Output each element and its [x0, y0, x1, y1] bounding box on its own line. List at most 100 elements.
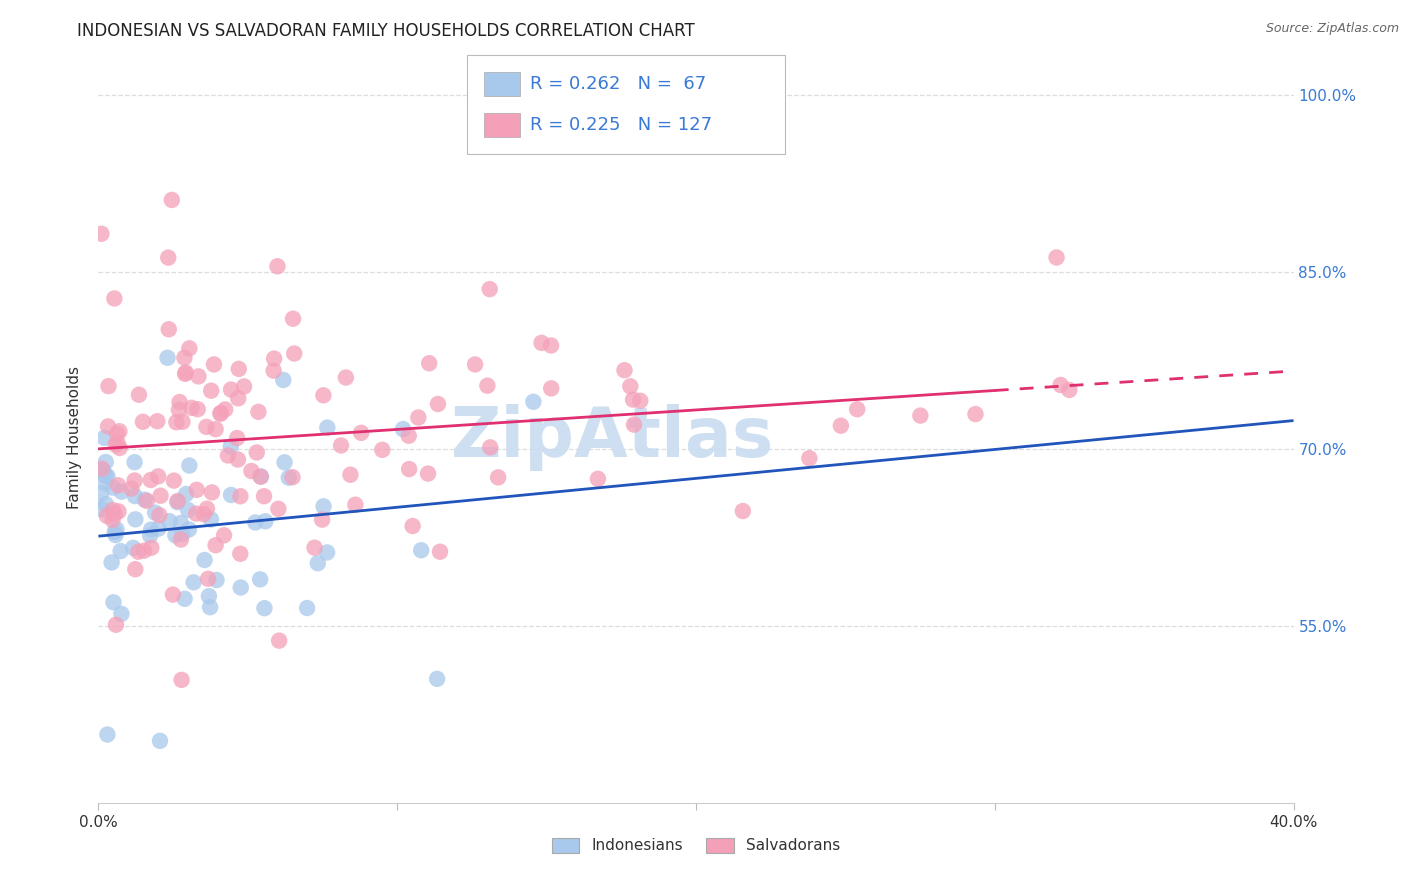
Point: [219, 488, 242, 502]
Legend: Indonesians, Salvadorans: Indonesians, Salvadorans: [546, 831, 846, 860]
Y-axis label: Family Households: Family Households: [67, 366, 83, 508]
Point: [266, 260, 288, 274]
Point: [540, 338, 562, 352]
Point: [100, 556, 122, 570]
Point: [104, 528, 127, 542]
Point: [226, 431, 249, 445]
Point: [619, 379, 641, 393]
Point: [621, 392, 644, 407]
Point: [281, 311, 304, 326]
Point: [312, 388, 335, 402]
Point: [226, 452, 249, 467]
Point: [173, 591, 195, 606]
Point: [101, 503, 124, 517]
Point: [110, 607, 132, 621]
Point: [799, 451, 821, 466]
Point: [132, 415, 155, 429]
Point: [134, 492, 156, 507]
Point: [228, 362, 250, 376]
Point: [586, 472, 609, 486]
Point: [245, 516, 267, 530]
Point: [229, 489, 252, 503]
Point: [108, 441, 131, 455]
Point: [253, 489, 276, 503]
Point: [1059, 383, 1081, 397]
Point: [179, 458, 201, 473]
Point: [246, 445, 269, 459]
Point: [91, 463, 114, 477]
Point: [170, 673, 193, 687]
Point: [240, 464, 263, 478]
Point: [146, 414, 169, 428]
Point: [214, 402, 236, 417]
Point: [96, 727, 118, 741]
Point: [201, 485, 224, 500]
Point: [411, 543, 433, 558]
Point: [135, 493, 157, 508]
Point: [104, 524, 127, 539]
Point: [197, 572, 219, 586]
Point: [398, 429, 420, 443]
Point: [830, 418, 852, 433]
Point: [96, 508, 118, 523]
Point: [219, 440, 242, 454]
Point: [209, 406, 232, 420]
Point: [344, 498, 367, 512]
Point: [97, 419, 120, 434]
Point: [477, 378, 499, 392]
Point: [204, 538, 226, 552]
Point: [316, 545, 339, 559]
Point: [124, 455, 146, 469]
Point: [157, 251, 180, 265]
Point: [104, 617, 127, 632]
Point: [623, 417, 645, 432]
Point: [464, 358, 486, 372]
Point: [174, 487, 197, 501]
Point: [229, 547, 252, 561]
Point: [427, 397, 450, 411]
Point: [105, 522, 128, 536]
Point: [166, 495, 188, 509]
Point: [429, 544, 451, 558]
Point: [281, 470, 304, 484]
Point: [965, 407, 987, 421]
Point: [94, 497, 117, 511]
Point: [90, 461, 112, 475]
Point: [148, 522, 170, 536]
Point: [307, 556, 329, 570]
Point: [124, 489, 146, 503]
Point: [193, 553, 215, 567]
Point: [101, 481, 124, 495]
Point: [96, 469, 118, 483]
Point: [90, 502, 112, 516]
Point: [94, 468, 117, 483]
Point: [478, 282, 501, 296]
Point: [124, 474, 146, 488]
Point: [247, 405, 270, 419]
Point: [179, 342, 201, 356]
Point: [148, 508, 170, 522]
Point: [127, 545, 149, 559]
Point: [200, 512, 222, 526]
Point: [277, 471, 299, 485]
Point: [195, 501, 218, 516]
Point: [371, 442, 394, 457]
Point: [107, 478, 129, 492]
Point: [233, 379, 256, 393]
Point: [217, 449, 239, 463]
Point: [283, 346, 305, 360]
Point: [398, 462, 420, 476]
Point: [141, 541, 163, 555]
Point: [249, 469, 271, 483]
Point: [177, 523, 200, 537]
Point: [94, 455, 117, 469]
Point: [149, 489, 172, 503]
Point: [254, 514, 277, 528]
Point: [172, 415, 194, 429]
Point: [139, 528, 162, 542]
Point: [141, 523, 163, 537]
Point: [105, 426, 128, 441]
Point: [486, 470, 509, 484]
Point: [339, 467, 361, 482]
Point: [174, 366, 197, 380]
